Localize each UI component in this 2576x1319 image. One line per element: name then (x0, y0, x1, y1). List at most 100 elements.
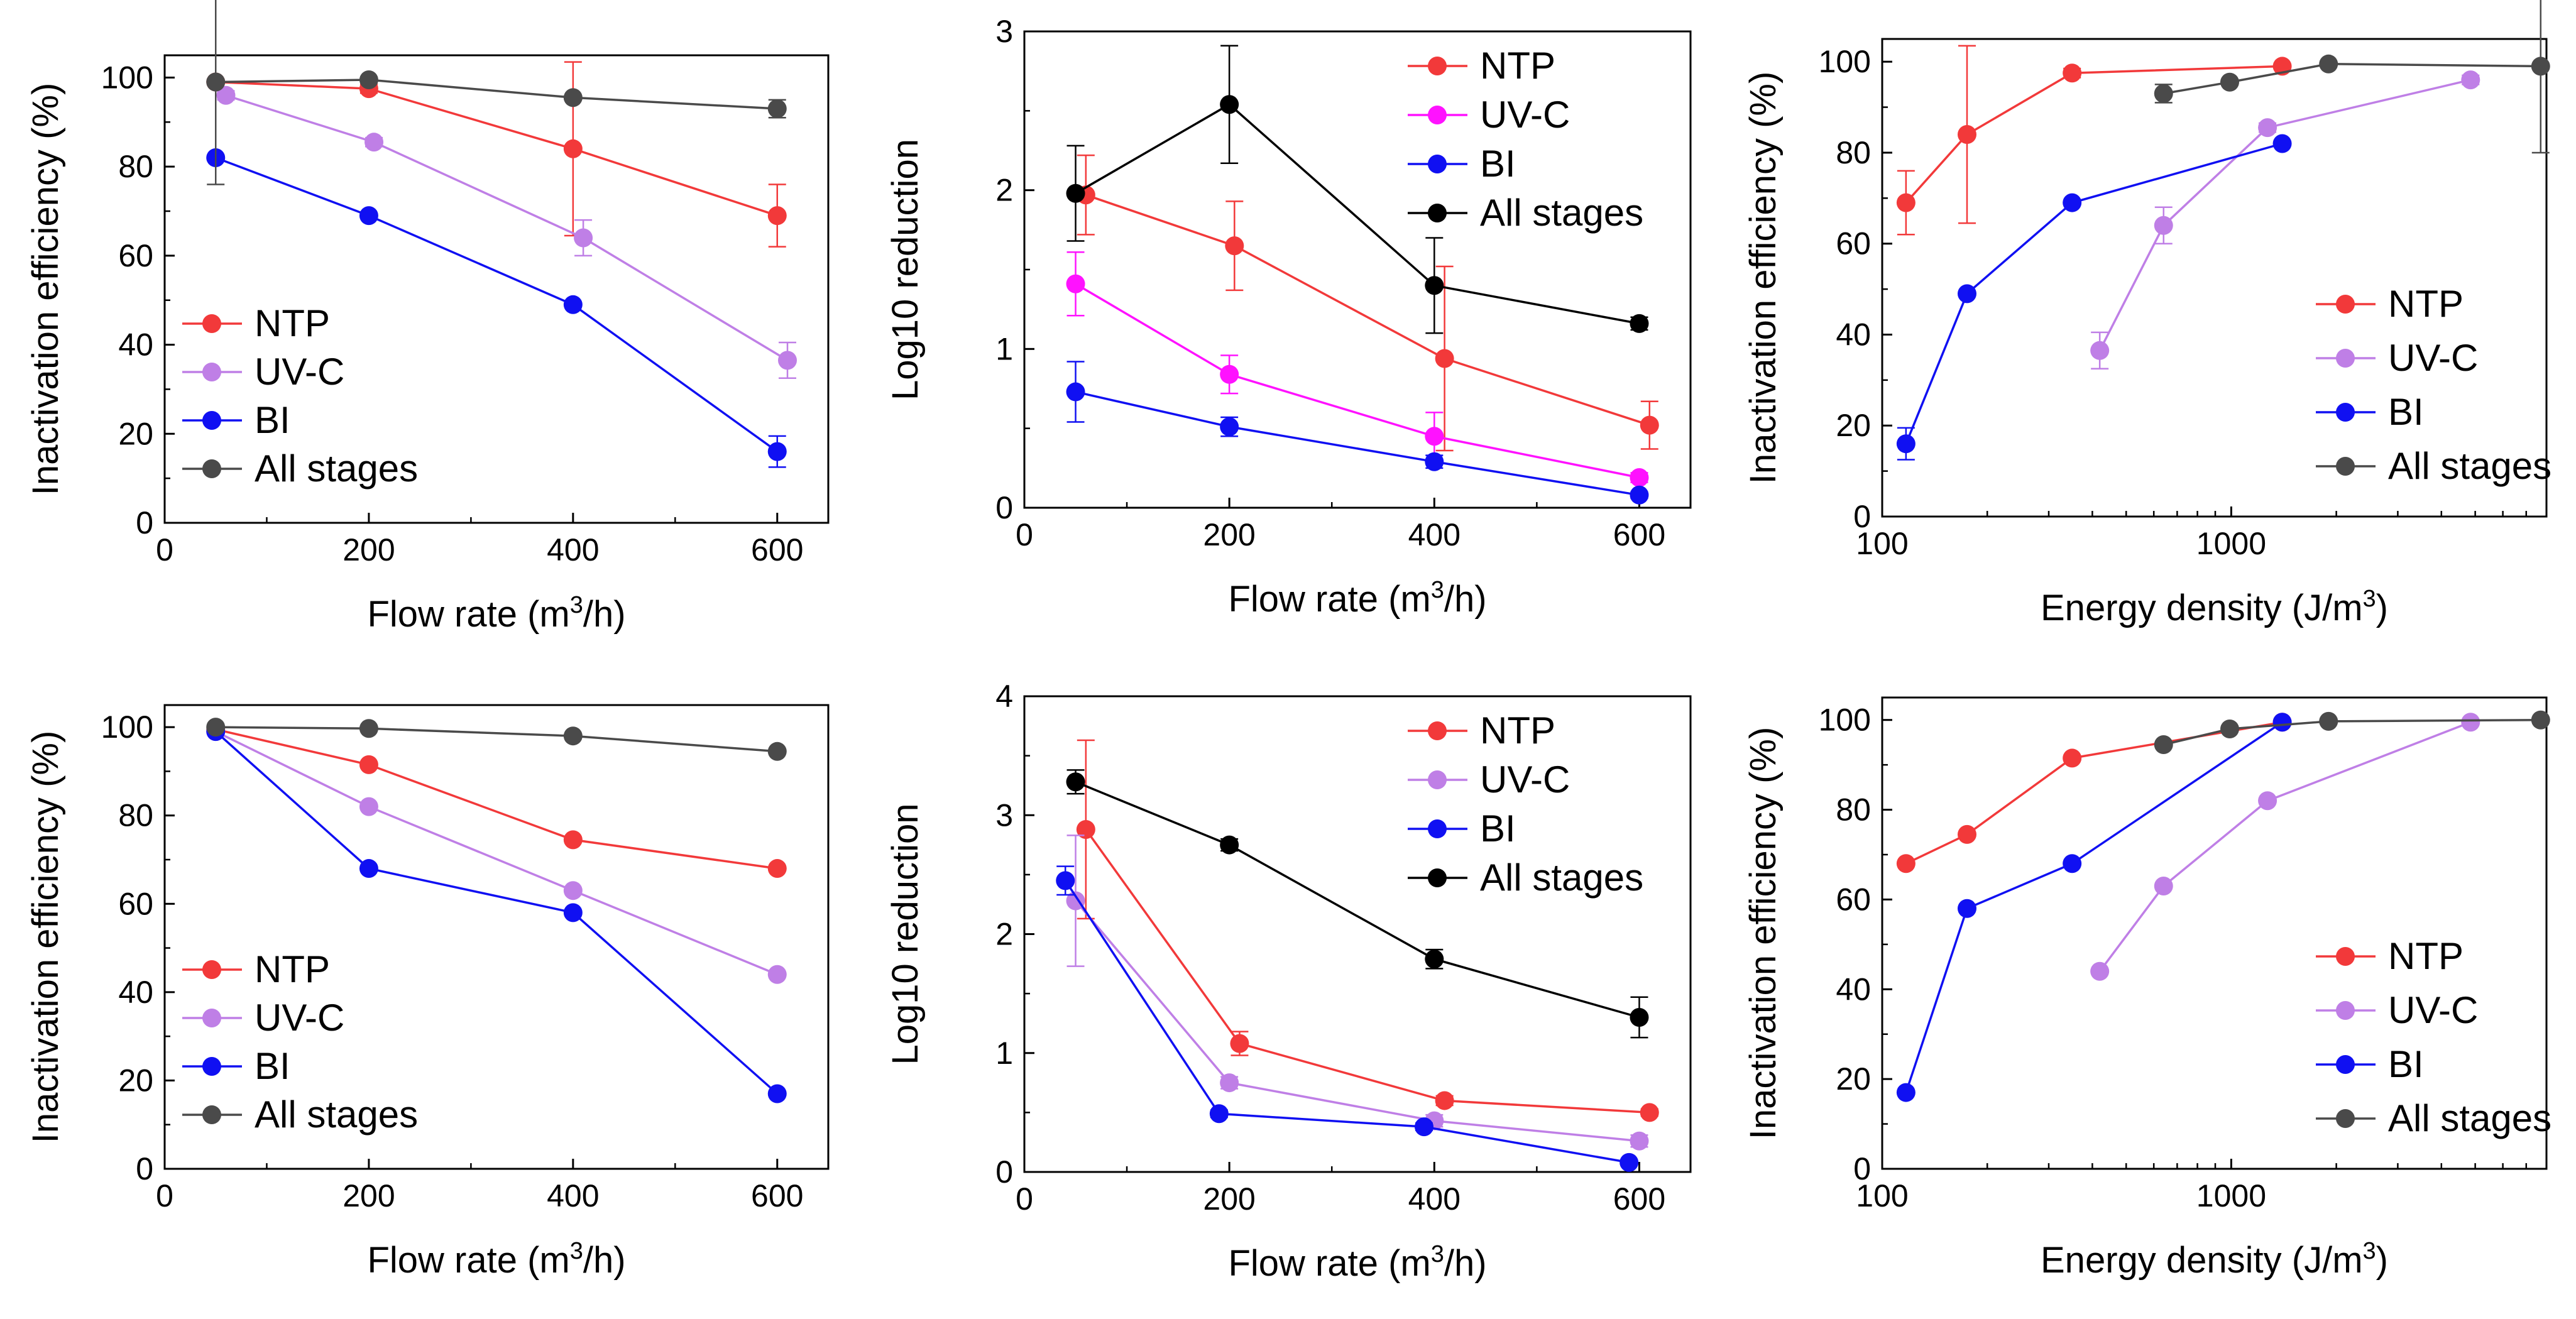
legend-marker (202, 1009, 221, 1027)
data-point (2258, 791, 2277, 811)
y-tick-label: 1 (995, 331, 1013, 366)
series-all-stages (206, 0, 787, 185)
data-point (2319, 54, 2338, 74)
plot-frame (1023, 30, 1692, 509)
series-line (215, 156, 778, 453)
data-point (359, 755, 378, 774)
series-ntp (1076, 154, 1659, 452)
legend-label: NTP (255, 948, 330, 990)
x-tick-label: 100 (1856, 526, 1908, 561)
data-point (2272, 713, 2292, 732)
legend: NTP UV-C BI All stages (2316, 935, 2551, 1139)
legend-entry: UV-C (2316, 989, 2478, 1031)
data-point (778, 351, 797, 370)
data-point (2531, 710, 2550, 730)
x-tick-label: 600 (1613, 1181, 1665, 1217)
x-axis-label-tail: ) (2376, 588, 2388, 628)
data-point (2063, 748, 2082, 768)
legend-label: All stages (2388, 1097, 2551, 1139)
data-point (563, 88, 583, 107)
x-tick-label: 400 (547, 532, 599, 567)
legend-label: All stages (1480, 857, 1643, 899)
series-line (215, 730, 778, 1095)
data-point (767, 206, 787, 226)
legend-marker (2336, 1109, 2355, 1128)
y-tick-label: 20 (1836, 408, 1871, 443)
x-axis-label-tail: /h) (583, 1240, 626, 1281)
y-tick-label: 80 (1836, 135, 1871, 170)
series-uv-c (216, 85, 797, 379)
legend-label: BI (2388, 391, 2424, 433)
series-line (1905, 721, 2283, 1093)
x-axis-label-tail: /h) (1444, 1243, 1487, 1284)
series-line (1085, 194, 1650, 427)
legend-entry: NTP (182, 948, 330, 990)
data-point (206, 718, 226, 737)
legend-entry: BI (182, 399, 290, 441)
y-tick-label: 60 (118, 886, 153, 921)
series-line (2098, 79, 2471, 351)
x-axis-label-main: Energy density (J/m (2041, 1240, 2363, 1281)
legend-entry: All stages (1408, 192, 1643, 234)
legend-marker (1428, 57, 1447, 75)
series-bi (206, 722, 787, 1103)
series-uv-c (1066, 251, 1649, 487)
series-uv-c (2090, 713, 2480, 981)
y-tick-label: 60 (1836, 882, 1871, 917)
legend-marker (202, 363, 221, 381)
y-tick-label: 80 (118, 798, 153, 833)
data-point (1957, 125, 1976, 144)
legend-entry: All stages (182, 447, 418, 490)
data-point (563, 295, 583, 314)
x-tick-label: 0 (156, 1178, 173, 1213)
y-tick-label: 2 (995, 917, 1013, 952)
series-line (2163, 63, 2541, 95)
x-axis-label: Flow rate (m3/h) (1228, 1241, 1486, 1284)
data-point (216, 85, 236, 105)
series-ntp (206, 61, 787, 248)
data-point (1220, 417, 1239, 437)
y-tick-label: 80 (118, 149, 153, 184)
data-point (2090, 341, 2110, 360)
y-tick-label: 4 (995, 679, 1013, 714)
legend-label: NTP (2388, 935, 2464, 977)
data-point (1066, 772, 1085, 792)
data-point (1425, 427, 1444, 446)
data-point (359, 859, 378, 878)
x-axis-label-main: Energy density (J/m (2041, 588, 2363, 628)
data-point (2319, 711, 2338, 731)
x-axis-label-tail: /h) (1444, 579, 1487, 620)
legend-marker (2336, 295, 2355, 314)
data-point (1630, 1131, 1649, 1151)
legend-marker (2336, 457, 2355, 476)
x-axis-label: Flow rate (m3/h) (367, 1238, 625, 1281)
data-point (2063, 854, 2082, 873)
x-tick-label: 200 (1203, 517, 1255, 552)
series-bi (1066, 361, 1649, 505)
x-axis-label-main: Flow rate (m (1228, 579, 1430, 620)
data-point (767, 99, 787, 119)
legend-marker (202, 411, 221, 430)
y-axis-label: Inactivation efficiency (%) (1743, 72, 1784, 484)
data-point (563, 830, 583, 850)
x-tick-label: 400 (1408, 1181, 1461, 1217)
data-point (2154, 735, 2173, 754)
legend-entry: UV-C (1408, 94, 1570, 136)
legend-marker (2336, 1001, 2355, 1020)
data-point (1957, 899, 1976, 918)
legend-entry: NTP (2316, 283, 2464, 325)
y-axis-label: Log10 reduction (885, 139, 926, 400)
data-point (206, 72, 226, 92)
y-axis-label: Inactivation efficiency (%) (25, 83, 66, 496)
legend-marker (2336, 1055, 2355, 1074)
data-point (2461, 70, 2480, 90)
legend-entry: All stages (1408, 857, 1643, 899)
x-axis-label: Energy density (J/m3) (2041, 1238, 2388, 1281)
data-point (767, 742, 787, 761)
series-line (1905, 142, 2283, 444)
data-point (2258, 118, 2277, 138)
x-tick-label: 600 (751, 532, 803, 567)
y-tick-label: 20 (118, 1063, 153, 1098)
